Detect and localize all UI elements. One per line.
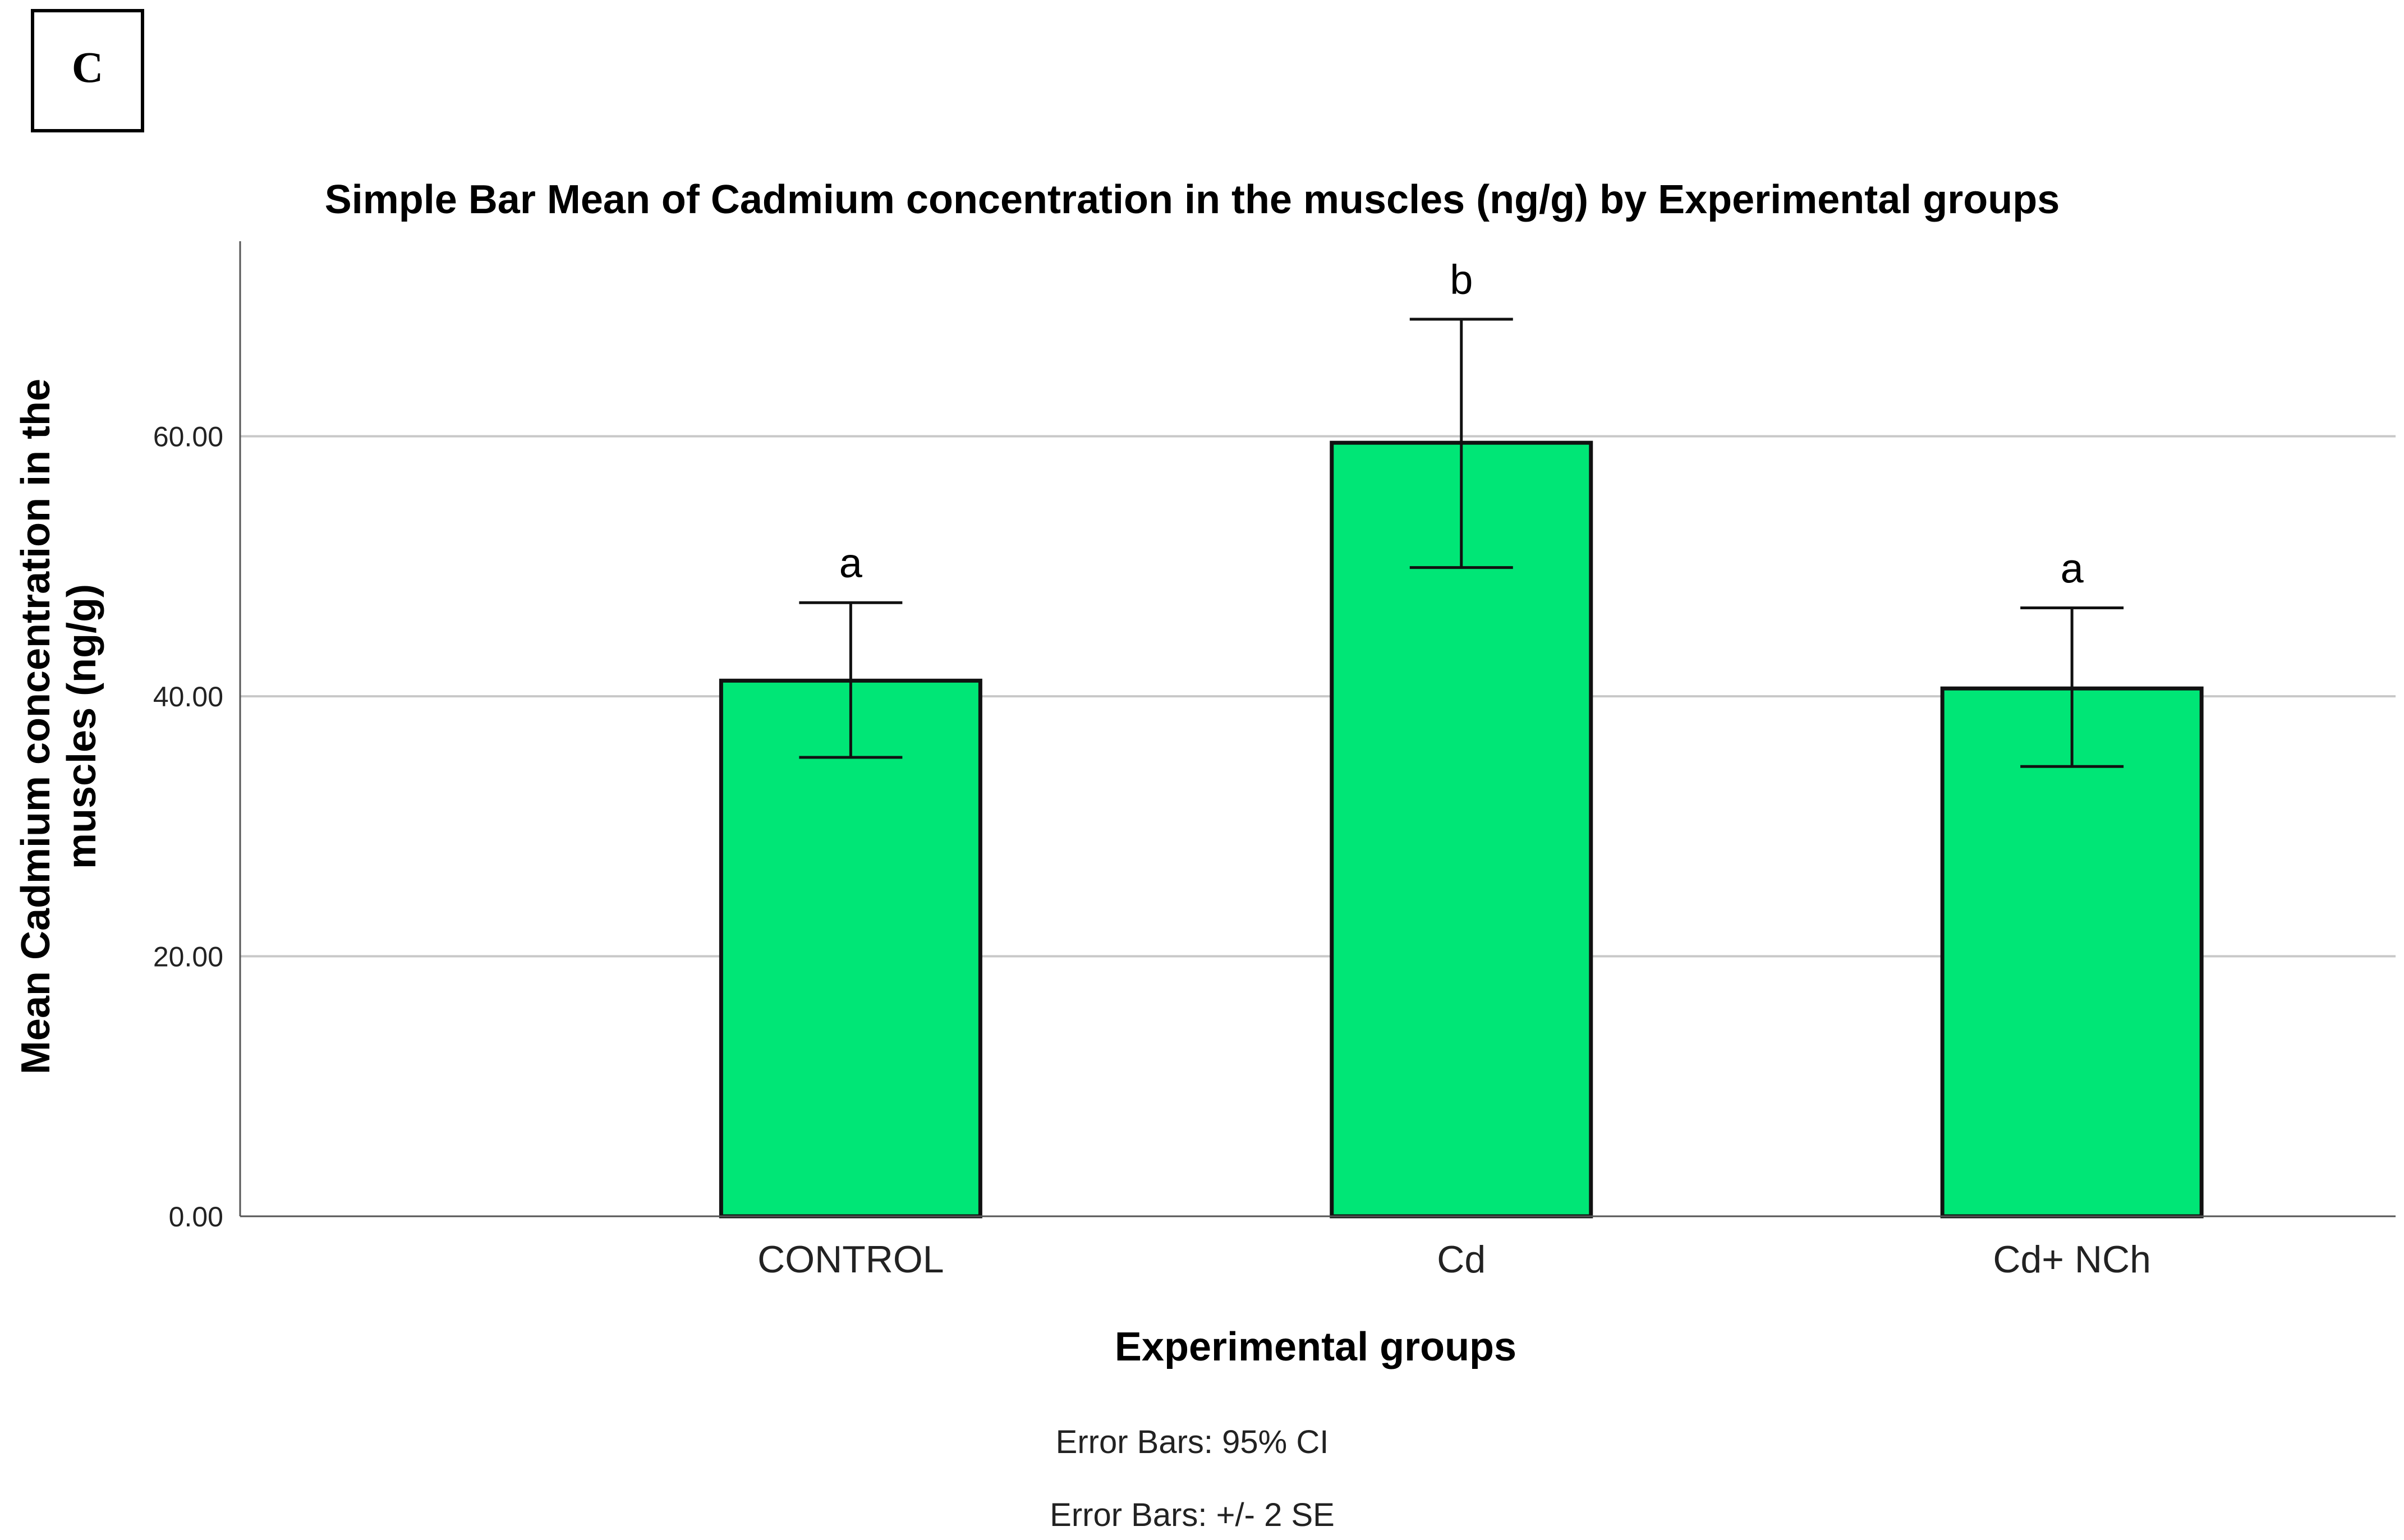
y-tick-label: 0.00: [169, 1201, 223, 1233]
significance-letter: a: [839, 540, 863, 586]
chart-title: Simple Bar Mean of Cadmium concentration…: [325, 177, 2060, 222]
y-tick-label: 60.00: [153, 421, 223, 453]
x-axis-label: Experimental groups: [1115, 1325, 1516, 1369]
y-tick-label: 40.00: [153, 681, 223, 712]
y-axis-label-line-2: muscles (ng/g): [59, 584, 104, 869]
footnote-ci: Error Bars: 95% CI: [1056, 1424, 1329, 1460]
bar: [719, 678, 982, 1219]
y-tick-label: 20.00: [153, 941, 223, 973]
x-tick-label: Cd: [1437, 1238, 1486, 1281]
significance-letter: b: [1450, 256, 1473, 303]
significance-letter: a: [2061, 545, 2084, 591]
x-tick-label: CONTROL: [757, 1238, 944, 1281]
x-tick-label: Cd+ NCh: [1993, 1238, 2151, 1281]
panel-label: C: [72, 43, 103, 91]
y-axis-label-line-1: Mean Cadmium concentration in the: [13, 379, 58, 1074]
panel-label-box: [31, 9, 144, 132]
footnote-se: Error Bars: +/- 2 SE: [1050, 1497, 1335, 1533]
bar: [1330, 440, 1593, 1219]
